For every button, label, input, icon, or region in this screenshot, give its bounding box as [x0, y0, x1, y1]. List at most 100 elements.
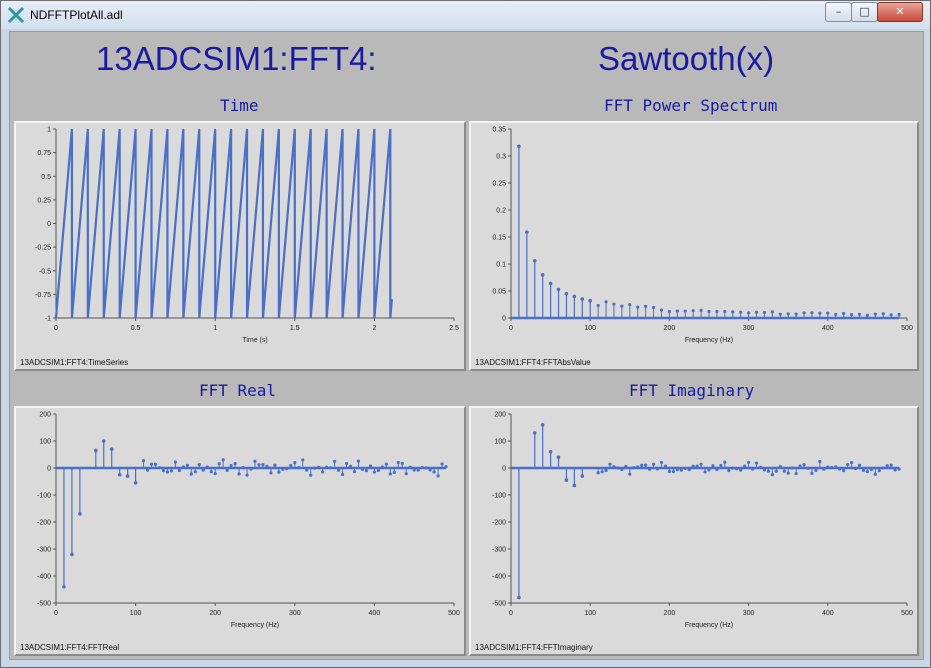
- stem-point: [786, 312, 790, 316]
- x-tick-label: 400: [822, 610, 834, 617]
- power-chart-svg: 0 100 200 300 400 500 0 0.05 0.1 0.15 0.2 0.25 0.3 0.…: [492, 127, 913, 345]
- stem-point: [281, 467, 285, 471]
- stem-point: [309, 473, 313, 477]
- stem-point: [715, 467, 719, 472]
- y-tick-label: 1: [47, 127, 51, 134]
- stem-point: [153, 462, 158, 466]
- y-tick-label: -0.5: [39, 268, 51, 275]
- stem-point: [428, 468, 432, 472]
- stem-point: [849, 312, 854, 317]
- stem-point: [360, 467, 365, 471]
- stem-point: [293, 461, 297, 465]
- stem-point: [149, 462, 154, 466]
- stem-point: [368, 464, 373, 468]
- stem-point: [572, 294, 577, 299]
- stem-point: [165, 470, 170, 474]
- stem-point: [117, 472, 122, 477]
- stem-point: [644, 463, 648, 467]
- stem-point: [588, 298, 592, 303]
- x-tick-label: 0: [509, 610, 513, 617]
- y-tick-label: -100: [37, 493, 51, 500]
- x-tick-label: 300: [743, 610, 755, 617]
- y-tick-label: -200: [37, 520, 51, 527]
- stem-point: [739, 468, 743, 472]
- time-plot-pv-name: 13ADCSIM1:FFT4:TimeSeries: [20, 358, 129, 367]
- stem-point: [225, 468, 229, 473]
- stem-point: [217, 462, 221, 466]
- stem-point: [849, 460, 854, 465]
- stem-point: [333, 459, 337, 463]
- stem-point: [655, 467, 660, 471]
- fft-imaginary-plot[interactable]: 0 100 200 300 400 500 -500 -400 -300 -200 -100 0 100…: [469, 406, 919, 656]
- title-bar[interactable]: NDFFTPlotAll.adl – □ ✕: [1, 1, 930, 29]
- stem-point: [762, 310, 767, 315]
- stem-point: [774, 469, 778, 473]
- stem-point: [177, 468, 181, 473]
- y-tick-label: -1: [45, 316, 51, 323]
- stem-point: [885, 464, 889, 468]
- stem-point: [834, 465, 838, 469]
- stem-point: [699, 462, 703, 466]
- stem-point: [356, 459, 361, 463]
- stem-point: [364, 469, 369, 473]
- y-tick-label: 100: [494, 439, 506, 446]
- stem-point: [719, 463, 723, 468]
- stem-point: [517, 144, 521, 149]
- time-series-plot[interactable]: 0 0.5 1 1.5 2 2.5 -1 -0.75 -0.5 -0.25 0 0.25 0.5 0.75…: [14, 121, 466, 371]
- stem-point: [221, 458, 225, 462]
- stem-point: [695, 464, 699, 468]
- stem-point: [889, 313, 893, 317]
- x-tick-label: 300: [743, 325, 755, 332]
- close-button[interactable]: ✕: [877, 2, 923, 22]
- stem-point: [877, 469, 881, 473]
- stem-point: [277, 470, 281, 474]
- stem-point: [818, 311, 822, 315]
- fft-power-spectrum-plot[interactable]: 0 100 200 300 400 500 0 0.05 0.1 0.15 0.2 0.25 0.3 0.…: [469, 121, 919, 371]
- display-area: 13ADCSIM1:FFT4: Sawtooth(x) Time FFT Pow…: [9, 31, 924, 660]
- stem-point: [842, 469, 846, 473]
- stem-point: [612, 465, 616, 469]
- stem-point: [731, 310, 735, 314]
- y-tick-label: 0.35: [492, 127, 506, 134]
- stem-point: [826, 465, 830, 469]
- imag-chart-svg: 0 100 200 300 400 500 -500 -400 -300 -200 -100 0 100…: [492, 412, 913, 630]
- stem-point: [317, 465, 321, 469]
- stem-point: [336, 468, 341, 472]
- stem-point: [213, 471, 217, 476]
- stem-point: [517, 595, 521, 600]
- fft-real-plot[interactable]: 0 100 200 300 400 500 -500 -400 -300 -200 -100 0 100…: [14, 406, 466, 656]
- stem-point: [340, 472, 345, 477]
- stem-point: [636, 305, 640, 309]
- x-tick-label: 300: [289, 610, 301, 617]
- stem-point: [651, 462, 656, 466]
- stem-point: [897, 312, 901, 317]
- stem-point: [321, 470, 325, 474]
- stem-point: [667, 469, 671, 474]
- stem-point: [201, 468, 205, 472]
- x-tick-label: 500: [901, 610, 913, 617]
- stem-point: [532, 258, 537, 263]
- stem-point: [141, 459, 146, 463]
- y-tick-label: 0.15: [492, 235, 506, 242]
- stem-point: [325, 465, 329, 469]
- x-tick-label: 100: [130, 610, 142, 617]
- maximize-button[interactable]: □: [851, 2, 878, 22]
- stem-point: [750, 467, 755, 471]
- stem-point: [169, 469, 174, 473]
- stem-point: [229, 463, 233, 468]
- stem-point: [683, 466, 687, 470]
- stem-point: [873, 472, 877, 476]
- time-chart-svg: 0 0.5 1 1.5 2 2.5 -1 -0.75 -0.5 -0.25 0 0.25 0.5 0.75…: [35, 127, 459, 345]
- x-tick-label: 0: [54, 325, 58, 332]
- stem-point: [273, 463, 277, 467]
- y-tick-label: 0.1: [496, 262, 506, 269]
- stem-point: [802, 311, 806, 315]
- x-tick-label: 500: [448, 610, 460, 617]
- minimize-button[interactable]: –: [825, 2, 852, 22]
- stem-point: [893, 468, 897, 472]
- stem-point: [133, 481, 138, 485]
- stem-point: [632, 466, 636, 470]
- stem-point: [798, 464, 802, 468]
- stem-point: [834, 312, 838, 317]
- stem-point: [580, 297, 585, 301]
